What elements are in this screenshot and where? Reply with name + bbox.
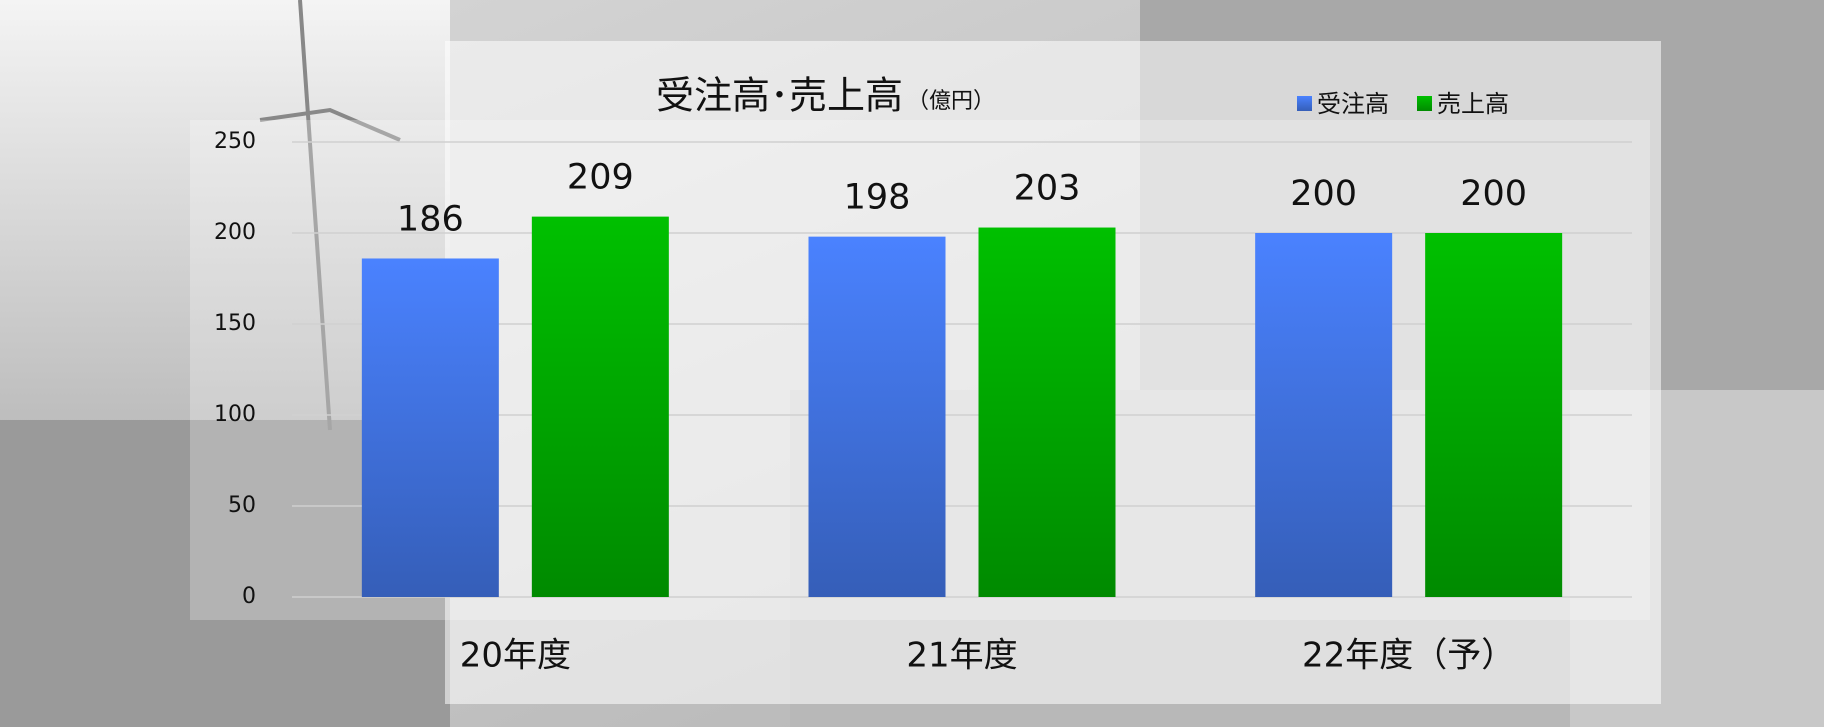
legend-label: 売上高 bbox=[1437, 90, 1509, 118]
y-tick-label: 50 bbox=[228, 493, 256, 518]
legend-swatch bbox=[1417, 96, 1432, 111]
y-tick-label: 150 bbox=[214, 311, 256, 336]
data-label: 200 bbox=[1460, 174, 1527, 214]
data-label: 203 bbox=[1014, 169, 1081, 209]
data-label: 198 bbox=[844, 178, 911, 218]
bar bbox=[531, 216, 669, 597]
legend-swatch bbox=[1297, 96, 1312, 111]
data-label: 186 bbox=[397, 199, 464, 239]
y-tick-label: 250 bbox=[214, 129, 256, 154]
data-label: 200 bbox=[1290, 174, 1357, 214]
y-tick-label: 0 bbox=[242, 584, 256, 609]
unit-label: （億円） bbox=[907, 89, 995, 114]
x-tick-label: 22年度（予） bbox=[1302, 636, 1515, 676]
y-tick-label: 200 bbox=[214, 220, 256, 245]
bar bbox=[808, 236, 946, 597]
x-tick-label: 20年度 bbox=[460, 636, 571, 676]
bar bbox=[361, 258, 499, 597]
data-label: 209 bbox=[567, 158, 634, 198]
bar bbox=[978, 227, 1116, 598]
y-tick-label: 100 bbox=[214, 402, 256, 427]
x-tick-label: 21年度 bbox=[906, 636, 1017, 676]
legend-label: 受注高 bbox=[1317, 90, 1389, 118]
chart-title: 受注高･売上高 bbox=[656, 74, 903, 118]
bar bbox=[1425, 233, 1563, 597]
bar bbox=[1255, 233, 1393, 597]
